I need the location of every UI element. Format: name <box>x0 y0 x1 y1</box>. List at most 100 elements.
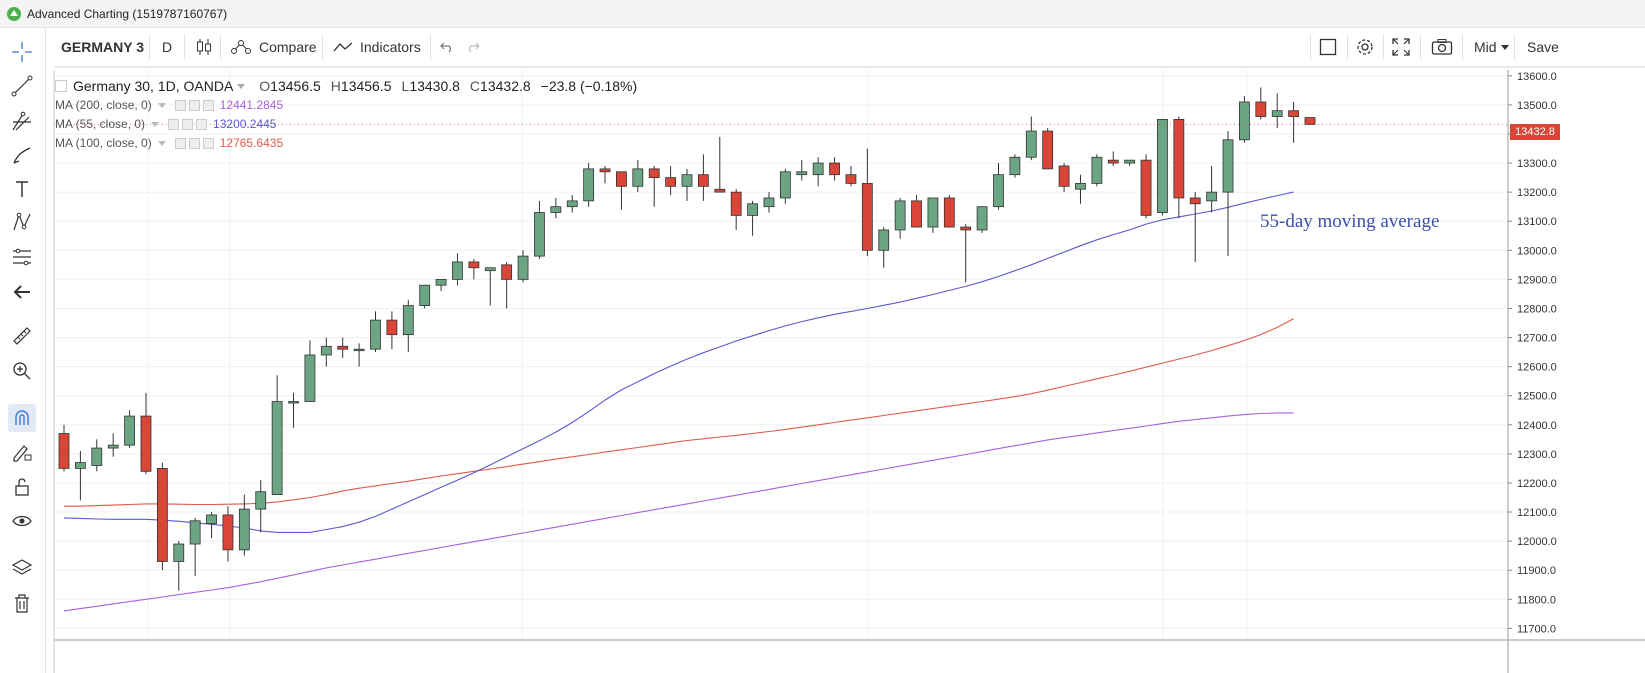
close-icon[interactable] <box>202 99 214 111</box>
candle-body <box>173 543 185 562</box>
candle-body <box>1271 110 1283 117</box>
chevron-down-icon[interactable] <box>237 83 246 89</box>
visibility-tool[interactable] <box>8 507 36 535</box>
settings-button[interactable] <box>1355 28 1375 66</box>
candle-body <box>1239 101 1250 141</box>
interval-button[interactable]: D <box>162 28 172 66</box>
ma55-label: MA (55, close, 0) <box>55 117 146 131</box>
collapse-legend-icon[interactable] <box>55 80 67 92</box>
object-tree-tool[interactable] <box>8 554 36 582</box>
lock-drawings-tool[interactable] <box>8 438 36 466</box>
expand-icon <box>1392 38 1410 56</box>
chart-style-button[interactable] <box>196 28 212 66</box>
square-icon <box>1319 38 1337 56</box>
eye-icon[interactable] <box>174 99 186 111</box>
camera-icon <box>1431 39 1453 55</box>
y-tick-label: 12600.0 <box>1517 362 1557 374</box>
close-icon[interactable] <box>202 137 214 149</box>
ma100-legend[interactable]: MA (100, close, 0) 12765.6435 <box>55 136 283 150</box>
last-price-badge: 13432.8 <box>1510 124 1560 140</box>
fullscreen-mode-button[interactable] <box>1319 28 1337 66</box>
toolbar-divider <box>1383 34 1384 60</box>
y-tick-label: 12900.0 <box>1517 274 1557 286</box>
top-toolbar: GERMANY 3 D Compare Indicators Mid Save <box>54 28 1645 68</box>
ma200-line <box>63 412 1294 612</box>
indicators-button[interactable]: Indicators <box>333 28 421 66</box>
window-titlebar: Advanced Charting (1519787160767) <box>0 0 1645 28</box>
crosshair-tool[interactable] <box>8 38 36 66</box>
eye-icon[interactable] <box>174 137 186 149</box>
redo-button[interactable] <box>466 28 480 66</box>
open-value: 13456.5 <box>270 78 321 94</box>
symbol-search-button[interactable]: GERMANY 3 <box>61 28 144 66</box>
magnet-tool[interactable] <box>8 404 36 432</box>
gear-icon[interactable] <box>188 137 200 149</box>
lock-tool[interactable] <box>8 473 36 501</box>
y-tick-label: 12200.0 <box>1517 478 1557 490</box>
trash-icon <box>15 594 29 613</box>
prediction-tool[interactable] <box>8 243 36 271</box>
chart-annotation[interactable]: 55-day moving average <box>1260 211 1440 232</box>
ma200-legend[interactable]: MA (200, close, 0) 12441.2845 <box>55 98 283 112</box>
crosshair-icon <box>12 42 32 62</box>
candle-body <box>222 514 234 551</box>
indicators-label: Indicators <box>360 39 421 55</box>
y-tick-label: 12100.0 <box>1517 507 1557 519</box>
candle-body <box>189 520 201 545</box>
candle-body <box>1091 156 1103 184</box>
brush-tool[interactable] <box>8 141 36 169</box>
compare-button[interactable]: Compare <box>230 28 317 66</box>
y-tick-label: 12700.0 <box>1517 333 1557 345</box>
toolbar-divider <box>430 34 431 60</box>
text-tool[interactable] <box>8 175 36 203</box>
candle-body <box>599 168 611 173</box>
ruler-tool[interactable] <box>8 322 36 350</box>
candle-body <box>714 188 726 193</box>
save-button[interactable]: Save <box>1527 28 1559 66</box>
candle-body <box>927 197 939 228</box>
candle-body <box>517 255 529 280</box>
chevron-down-icon[interactable] <box>157 102 166 108</box>
candle-body <box>861 183 873 251</box>
price-mode-dropdown[interactable]: Mid <box>1474 28 1509 66</box>
undo-button[interactable] <box>440 28 454 66</box>
candle-body <box>812 162 824 176</box>
toolbar-divider <box>1420 34 1421 60</box>
toolbar-divider <box>149 34 150 60</box>
candle-body <box>320 345 332 356</box>
candle-body <box>107 444 119 449</box>
chevron-down-icon[interactable] <box>151 121 160 127</box>
candle-body <box>337 345 349 350</box>
close-icon[interactable] <box>196 118 208 130</box>
back-tool[interactable] <box>8 278 36 306</box>
candle-body <box>943 197 955 228</box>
candle-body <box>829 162 840 176</box>
gear-icon[interactable] <box>182 118 194 130</box>
trend-line-tool[interactable] <box>8 72 36 100</box>
eye-icon[interactable] <box>168 118 180 130</box>
y-tick-label: 12400.0 <box>1517 420 1557 432</box>
candle-body <box>697 174 709 187</box>
candle-body <box>779 171 791 199</box>
candle-body <box>402 305 414 336</box>
zoom-tool[interactable] <box>8 357 36 385</box>
remove-drawings-tool[interactable] <box>8 589 36 617</box>
candle-body <box>1255 101 1267 117</box>
gear-icon[interactable] <box>188 99 200 111</box>
chevron-down-icon[interactable] <box>157 140 166 146</box>
app-logo-icon <box>7 7 21 21</box>
candle-body <box>238 508 250 551</box>
pitchfork-tool[interactable] <box>8 107 36 135</box>
ma100-label: MA (100, close, 0) <box>55 136 152 150</box>
candle-body <box>74 462 86 469</box>
snapshot-button[interactable] <box>1431 28 1453 66</box>
candle-body <box>288 401 299 404</box>
indicators-icon <box>333 42 353 52</box>
expand-button[interactable] <box>1392 28 1410 66</box>
ma100-value: 12765.6435 <box>219 136 284 150</box>
pattern-tool[interactable] <box>8 208 36 236</box>
zoom-icon <box>13 362 31 380</box>
candle-body <box>156 468 168 562</box>
ma55-legend[interactable]: MA (55, close, 0) 13200.2445 <box>55 117 276 131</box>
